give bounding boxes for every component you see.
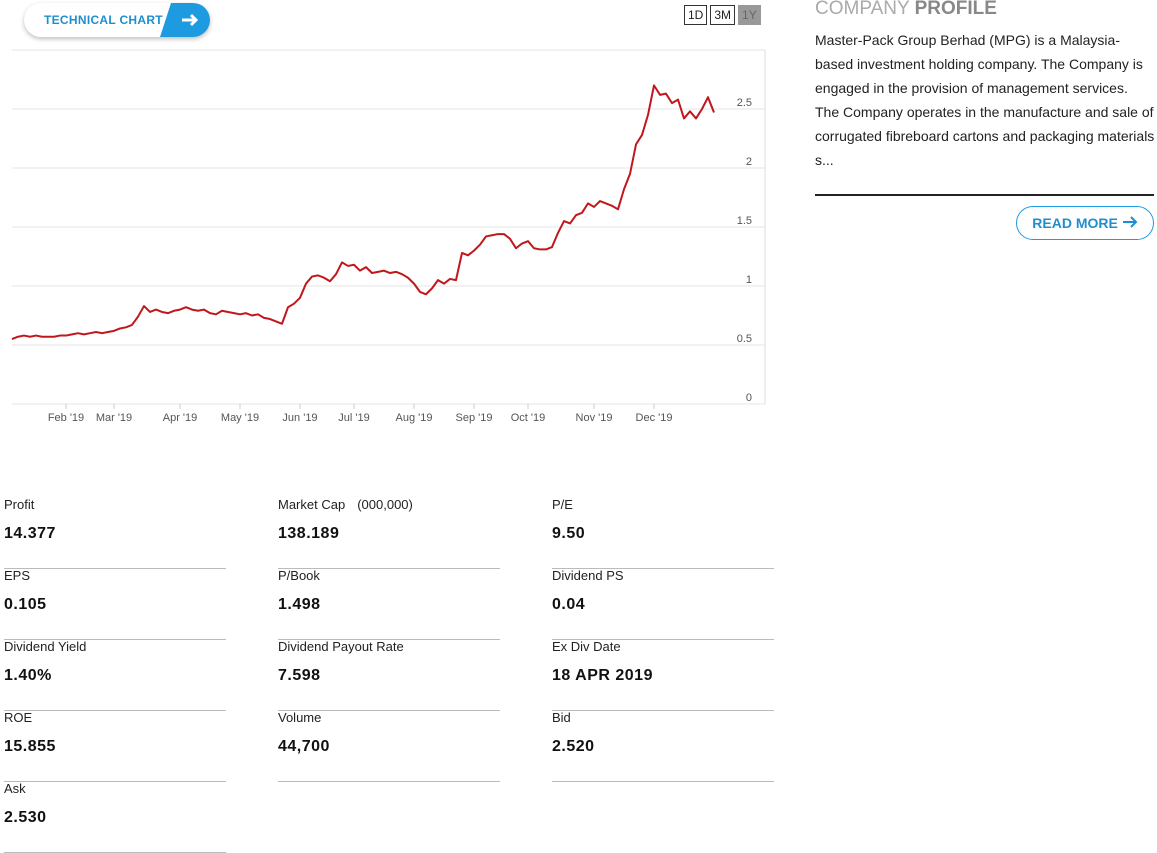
stat-label: Market Cap (000,000) (278, 497, 413, 512)
stat-label: Ask (4, 781, 26, 796)
stat-value: 0.105 (4, 596, 47, 613)
stat-label: Dividend Payout Rate (278, 639, 404, 654)
arrow-icon (1122, 216, 1138, 228)
y-tick-label: 2 (746, 156, 752, 168)
stat-label: ROE (4, 710, 32, 725)
x-tick-label: Feb '19 (48, 412, 84, 424)
profile-description: Master-Pack Group Berhad (MPG) is a Mala… (815, 32, 1155, 168)
price-line (11, 84, 715, 341)
stat-item: Ask 2.530 (4, 781, 226, 853)
y-tick-label: 1.5 (737, 215, 752, 227)
stat-item: EPS 0.105 (4, 568, 226, 640)
label-text: Volume (278, 710, 322, 725)
stat-item: Dividend Yield 1.40% (4, 639, 226, 711)
y-tick-label: 2.5 (737, 97, 752, 109)
stat-label: P/Book (278, 568, 320, 583)
label-text: ROE (4, 710, 33, 725)
stat-label: Volume (278, 710, 321, 725)
profile-title: COMPANY PROFILE (815, 0, 997, 20)
stat-label: P/E (552, 497, 573, 512)
stat-item: Market Cap (000,000) 138.189 (278, 497, 500, 569)
arrow-icon (182, 13, 199, 27)
stat-value: 9.50 (552, 525, 586, 542)
x-tick-label: May '19 (221, 412, 259, 424)
read-more-button[interactable]: READ MORE (1016, 206, 1154, 240)
range-selector: 1D 3M 1Y (684, 5, 761, 25)
stat-value: 2.520 (552, 738, 595, 755)
stat-value: 2.530 (4, 809, 47, 826)
y-tick-label: 1 (746, 274, 752, 286)
stat-item: Ex Div Date 18 APR 2019 (552, 639, 774, 711)
x-tick-label: Jun '19 (282, 412, 317, 424)
stat-value: 18 APR 2019 (552, 667, 653, 684)
price-chart: 0 0.5 1 1.5 2 2.5 Feb '19 Mar '19 Apr '19 May '19… (11, 49, 766, 424)
stat-label: EPS (4, 568, 30, 583)
label-text: P/Book (278, 568, 320, 583)
stat-label: Profit (4, 497, 34, 512)
stat-value: 44,700 (278, 738, 330, 755)
stat-item: P/Book 1.498 (278, 568, 500, 640)
range-button[interactable]: 3M (710, 5, 736, 25)
stat-label: Ex Div Date (552, 639, 621, 654)
x-tick-label: Nov '19 (576, 412, 613, 424)
y-tick-label: 0.5 (737, 333, 752, 345)
label-text: Bid (552, 710, 571, 725)
stat-value: 7.598 (278, 667, 321, 684)
stat-value: 1.498 (278, 596, 321, 613)
stat-label: Dividend Yield (4, 639, 86, 654)
x-tick-label: Aug '19 (396, 412, 433, 424)
stat-value: 0.04 (552, 596, 586, 613)
stat-value: 15.855 (4, 738, 56, 755)
label-text: EPS (4, 568, 31, 583)
stat-value: 14.377 (4, 525, 56, 542)
divider (815, 194, 1154, 196)
x-tick-label: Jul '19 (338, 412, 369, 424)
technical-chart-button[interactable]: TECHNICAL CHART (24, 3, 210, 37)
label-text: Dividend PS (552, 568, 624, 583)
stat-item: Dividend Payout Rate 7.598 (278, 639, 500, 711)
stat-value: 138.189 (278, 525, 340, 542)
stat-value: 1.40% (4, 667, 52, 684)
label-text: Ex Div Date (552, 639, 621, 654)
stat-item: P/E 9.50 (552, 497, 774, 569)
label-text: Dividend Yield (4, 639, 87, 654)
label-text: P/E (552, 497, 573, 512)
range-button[interactable]: 1D (684, 5, 708, 25)
title-light: COMPANY (815, 0, 910, 19)
stat-item: Volume 44,700 (278, 710, 500, 782)
stat-item: ROE 15.855 (4, 710, 226, 782)
stat-item: Profit 14.377 (4, 497, 226, 569)
stat-label: Bid (552, 710, 571, 725)
x-tick-label: Apr '19 (163, 412, 198, 424)
title-bold: PROFILE (914, 0, 997, 19)
label-text: Market Cap (278, 497, 346, 512)
stat-item: Bid 2.520 (552, 710, 774, 782)
x-tick-label: Mar '19 (96, 412, 132, 424)
x-tick-label: Dec '19 (636, 412, 673, 424)
label-text: Ask (4, 781, 26, 796)
y-tick-label: 0 (746, 392, 752, 404)
range-button[interactable]: 1Y (738, 5, 761, 25)
label-note: (000,000) (357, 497, 413, 512)
label-text: Dividend Payout Rate (278, 639, 404, 654)
x-tick-label: Oct '19 (511, 412, 546, 424)
label-text: Profit (4, 497, 35, 512)
x-tick-label: Sep '19 (456, 412, 493, 424)
button-label: READ MORE (1032, 215, 1118, 231)
stat-label: Dividend PS (552, 568, 624, 583)
stat-item: Dividend PS 0.04 (552, 568, 774, 640)
button-label: TECHNICAL CHART (44, 13, 163, 27)
